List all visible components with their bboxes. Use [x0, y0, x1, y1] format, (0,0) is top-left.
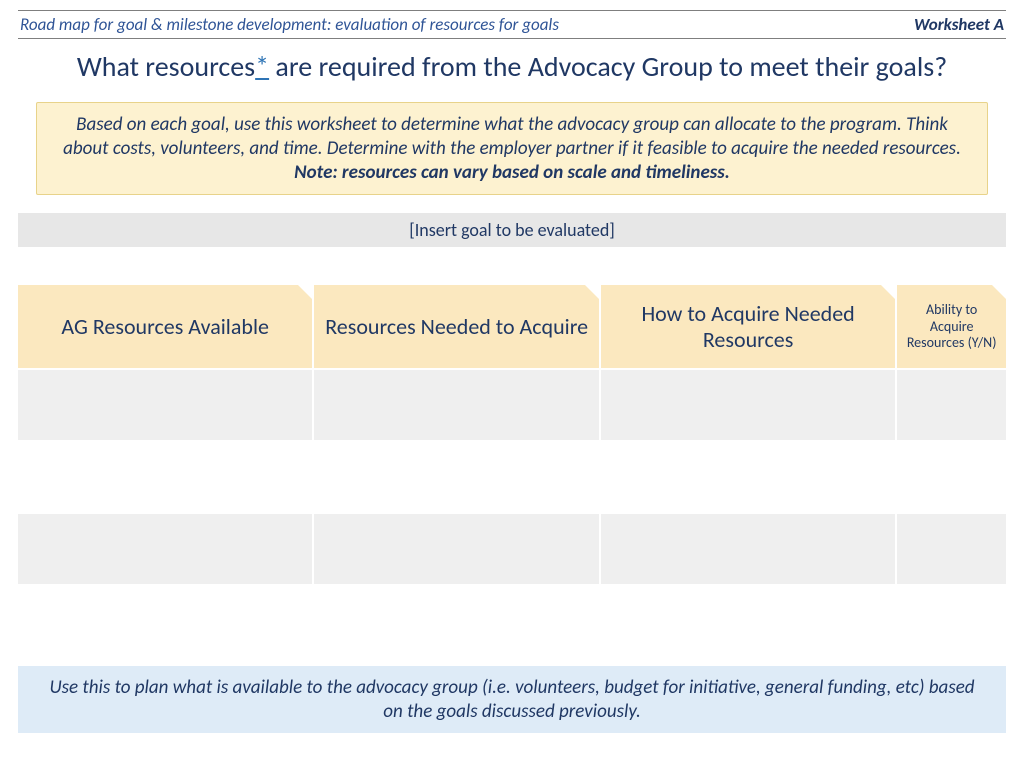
cell[interactable] — [601, 440, 897, 512]
col-header-ability: Ability to Acquire Resources (Y/N) — [897, 285, 1006, 368]
page-title: What resources* are required from the Ad… — [18, 49, 1006, 84]
col-header-how: How to Acquire Needed Resources — [601, 285, 897, 368]
cell[interactable] — [314, 440, 601, 512]
cell[interactable] — [897, 440, 1006, 512]
table-row[interactable] — [18, 440, 1006, 512]
cell[interactable] — [18, 368, 314, 440]
cell[interactable] — [314, 512, 601, 584]
footer-note: Use this to plan what is available to th… — [18, 666, 1006, 734]
cell[interactable] — [314, 584, 601, 656]
worksheet-label: Worksheet A — [914, 14, 1004, 35]
intro-box: Based on each goal, use this worksheet t… — [36, 102, 988, 195]
title-asterisk: * — [255, 49, 269, 84]
table-row[interactable] — [18, 368, 1006, 440]
title-post: are required from the Advocacy Group to … — [269, 49, 947, 84]
cell[interactable] — [18, 440, 314, 512]
header-subtitle: Road map for goal & milestone developmen… — [20, 14, 559, 35]
cell[interactable] — [601, 368, 897, 440]
cell[interactable] — [314, 368, 601, 440]
cell[interactable] — [897, 584, 1006, 656]
resources-table: AG Resources Available Resources Needed … — [18, 285, 1006, 656]
cell[interactable] — [18, 584, 314, 656]
table-row[interactable] — [18, 512, 1006, 584]
goal-placeholder: [Insert goal to be evaluated] — [409, 219, 615, 241]
cell[interactable] — [601, 512, 897, 584]
cell[interactable] — [897, 368, 1006, 440]
cell[interactable] — [601, 584, 897, 656]
col-header-needed: Resources Needed to Acquire — [314, 285, 601, 368]
title-pre: What resources — [77, 49, 255, 84]
intro-body: Based on each goal, use this worksheet t… — [63, 113, 961, 160]
intro-note: Note: resources can vary based on scale … — [294, 161, 730, 184]
goal-input-bar[interactable]: [Insert goal to be evaluated] — [18, 213, 1006, 247]
cell[interactable] — [18, 512, 314, 584]
cell[interactable] — [897, 512, 1006, 584]
col-header-available: AG Resources Available — [18, 285, 314, 368]
table-row[interactable] — [18, 584, 1006, 656]
header-bar: Road map for goal & milestone developmen… — [18, 10, 1006, 39]
